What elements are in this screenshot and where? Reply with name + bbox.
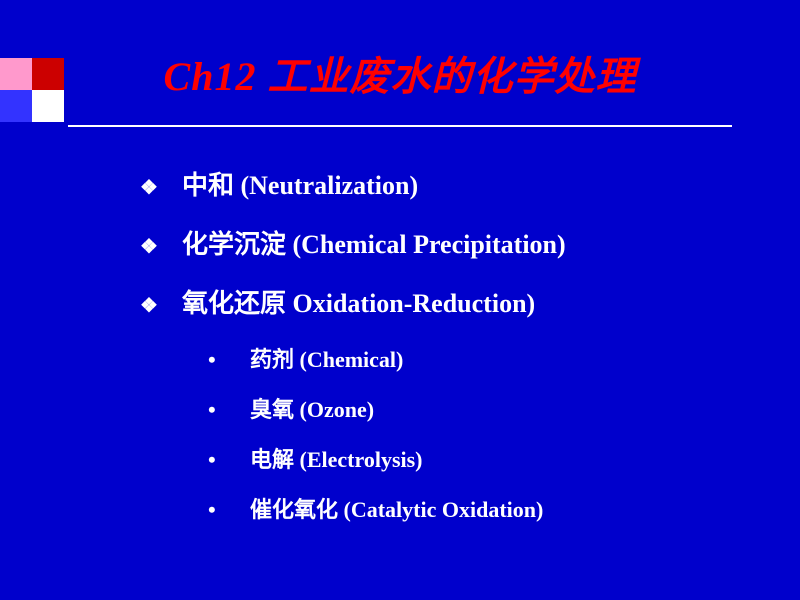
sub-list-item: • 药剂 (Chemical) <box>208 342 566 374</box>
sub-list-item-label: 臭氧 (Ozone) <box>250 392 374 424</box>
dot-bullet-icon: • <box>208 499 250 521</box>
slide-title: Ch12 工业废水的化学处理 <box>0 44 800 102</box>
title-underline <box>68 125 732 127</box>
sub-list-item: • 电解 (Electrolysis) <box>208 442 566 474</box>
sub-list-item-label: 电解 (Electrolysis) <box>250 442 423 474</box>
diamond-bullet-icon: ❖ <box>140 175 182 200</box>
dot-bullet-icon: • <box>208 399 250 421</box>
list-item-label: 氧化还原 Oxidation-Reduction) <box>182 283 535 320</box>
list-item-label: 化学沉淀 (Chemical Precipitation) <box>182 224 566 261</box>
dot-bullet-icon: • <box>208 449 250 471</box>
list-item-label: 中和 (Neutralization) <box>182 165 418 202</box>
diamond-bullet-icon: ❖ <box>140 293 182 318</box>
sub-list: • 药剂 (Chemical) • 臭氧 (Ozone) • 电解 (Elect… <box>208 342 566 524</box>
content-list: ❖ 中和 (Neutralization) ❖ 化学沉淀 (Chemical P… <box>140 165 566 542</box>
sub-list-item: • 臭氧 (Ozone) <box>208 392 566 424</box>
diamond-bullet-icon: ❖ <box>140 234 182 259</box>
sub-list-item: • 催化氧化 (Catalytic Oxidation) <box>208 492 566 524</box>
list-item: ❖ 中和 (Neutralization) <box>140 165 566 202</box>
sub-list-item-label: 催化氧化 (Catalytic Oxidation) <box>250 492 543 524</box>
list-item: ❖ 化学沉淀 (Chemical Precipitation) <box>140 224 566 261</box>
list-item: ❖ 氧化还原 Oxidation-Reduction) <box>140 283 566 320</box>
sub-list-item-label: 药剂 (Chemical) <box>250 342 403 374</box>
dot-bullet-icon: • <box>208 349 250 371</box>
